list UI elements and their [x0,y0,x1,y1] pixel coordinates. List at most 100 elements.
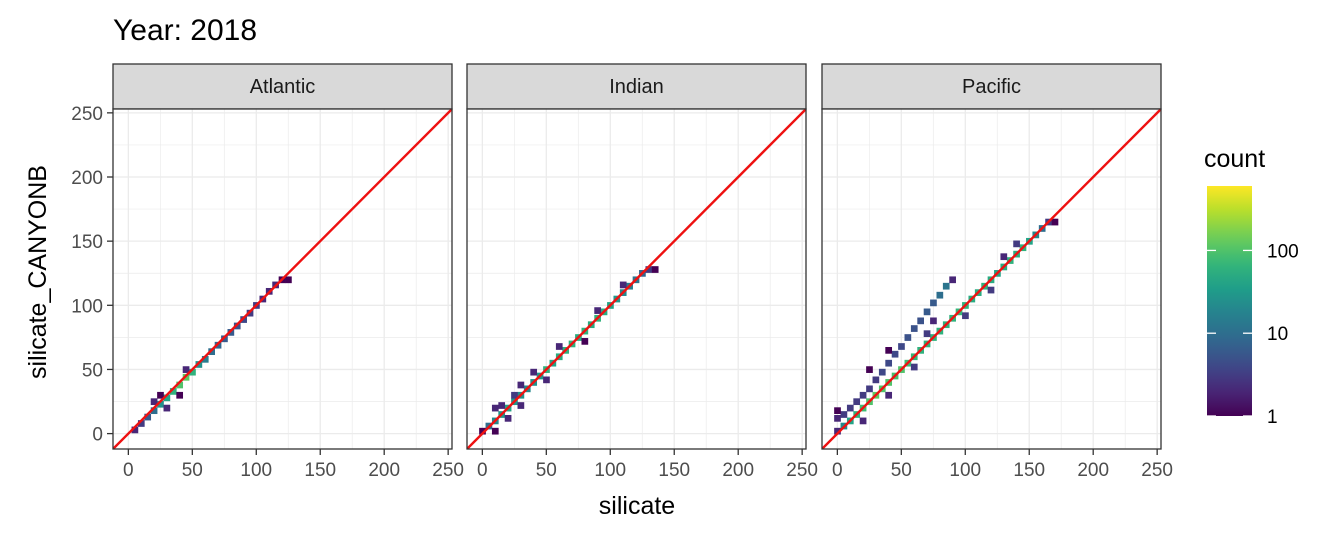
heatmap-bin [930,299,937,307]
y-tick-label: 250 [71,104,103,125]
heatmap-bin [859,391,867,399]
heatmap-bin [949,276,956,284]
color-legend: count 1 10 100 [1204,145,1299,428]
heatmap-bin [987,286,995,294]
heatmap-bin [923,330,931,338]
heatmap-bin [504,415,512,422]
heatmap-bin [859,417,867,425]
heatmap-bin [872,376,880,384]
chart-title: Year: 2018 [113,14,257,47]
facet-strip [821,63,1162,110]
x-tick-label: 50 [891,460,912,481]
heatmap-bin [891,350,899,358]
y-axis-label: silicate_CANYONB [24,165,52,379]
heatmap-bin [866,385,873,393]
heatmap-bin [878,368,886,376]
facet-strip-label: Indian [609,76,664,98]
legend-tick-label: 10 [1267,324,1288,345]
heatmap-bin [834,427,841,435]
heatmap-bin [530,368,538,376]
heatmap-bin [144,413,152,421]
heatmap-bin [517,402,525,409]
heatmap-bin [491,404,499,412]
x-tick-label: 0 [123,460,134,481]
x-tick-label: 250 [432,460,464,481]
y-tick-label: 150 [71,232,103,253]
heatmap-bin [517,381,525,389]
x-tick-label: 200 [1077,460,1109,481]
heatmap-bin [594,307,601,314]
heatmap-bin [942,282,950,290]
x-tick-label: 150 [658,460,690,481]
x-tick-label: 100 [949,460,981,481]
heatmap-bin [479,427,486,435]
heatmap-bin [1000,253,1008,261]
heatmap-bin [651,266,659,273]
heatmap-bin [923,308,931,316]
heatmap-bin [619,281,627,289]
heatmap-bin [866,366,873,373]
heatmap-bin [491,427,499,435]
heatmap-bin [201,355,209,363]
facet-panels: Atlantic 0 50 100 150 200 250 0 50 100 150 200 250 In… [71,63,1173,481]
heatmap-bin [1051,218,1059,226]
heatmap-bin [885,359,893,367]
heatmap-bin [910,363,918,371]
heatmap-bin [930,317,937,325]
heatmap-bin [917,317,924,325]
heatmap-bin [157,391,164,399]
heatmap-bin [131,426,139,434]
heatmap-bin [163,404,171,412]
panel-border [112,108,453,450]
x-tick-label: 100 [594,460,626,481]
gridlines [822,109,1161,449]
legend-title: count [1204,145,1265,173]
heatmap-bin [157,400,164,408]
x-tick-label: 150 [1013,460,1045,481]
heatmap-bin [910,325,918,332]
heatmap-bin [555,343,563,350]
heatmap-bin [543,376,550,384]
heatmap-bin [834,407,841,415]
y-tick-label: 100 [71,296,103,317]
x-tick-label: 50 [182,460,203,481]
heatmap-bin [511,391,518,399]
x-tick-label: 200 [722,460,754,481]
panel-border [466,108,807,450]
heatmap-bin [898,343,905,350]
heatmap-bin [169,388,177,395]
x-tick-label: 100 [240,460,272,481]
facet-strip-label: Atlantic [250,76,316,98]
heatmap-bin [150,407,158,415]
heatmap-bin [182,366,190,373]
x-tick-label: 0 [832,460,843,481]
y-tick-label: 200 [71,168,103,189]
heatmap-bin [176,381,184,389]
heatmap-bin [885,391,893,399]
panel-indian: Indian 0 50 100 150 200 250 [466,63,818,481]
panel-atlantic: Atlantic 0 50 100 150 200 250 0 50 100 150 200 250 [71,63,464,481]
heatmap-bin [176,391,184,399]
x-tick-label: 0 [477,460,488,481]
heatmap-bin [846,404,854,412]
heatmap-bin [904,334,912,341]
legend-colorbar [1207,186,1252,416]
legend-tick-label: 1 [1267,407,1278,428]
x-axis-label: silicate [599,492,675,520]
panel-pacific: Pacific 0 50 100 150 200 250 [821,63,1173,481]
gridlines [113,109,452,449]
facet-strip [112,63,453,110]
x-tick-label: 200 [368,460,400,481]
x-tick-label: 250 [1141,460,1173,481]
heatmap-bin [189,368,196,376]
heatmap-bin [498,402,506,409]
heatmap-bin [1013,240,1020,248]
heatmap-bin [853,398,861,406]
heatmap-bin [137,420,145,427]
panel-border [821,108,1162,450]
heatmap-bin [962,312,969,320]
y-tick-label: 50 [82,360,103,381]
reference-line [113,109,452,449]
heatmap-bin [581,338,589,345]
